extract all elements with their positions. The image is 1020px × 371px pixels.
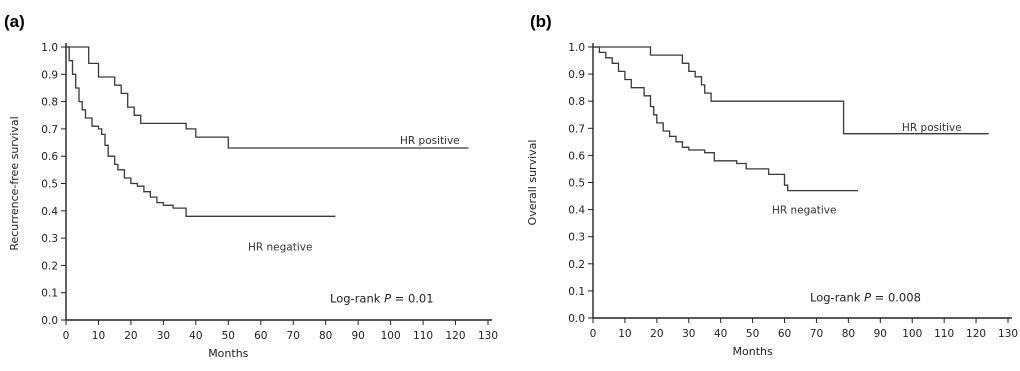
x-tick-label: 80 [842, 328, 855, 340]
x-tick-label: 90 [351, 330, 364, 342]
x-tick-label: 130 [478, 330, 498, 342]
y-tick-label: 0.4 [568, 205, 585, 217]
y-tick-label: 0.3 [41, 233, 58, 245]
y-tick-label: 0.8 [41, 97, 58, 109]
x-tick-label: 120 [446, 330, 466, 342]
x-tick-label: 130 [998, 328, 1018, 340]
x-tick-label: 60 [778, 328, 791, 340]
series-label-hr-positive: HR positive [902, 122, 962, 134]
x-axis-title: Months [733, 345, 773, 358]
km-chart-overall-survival: (b) 0.0 0.1 0.2 0.3 0.4 0.5 0.6 0.7 0.8 0.9 1.0 0 10 2… [526, 12, 1018, 358]
y-tick-label: 0.3 [568, 232, 585, 244]
y-tick-label: 0.2 [41, 260, 58, 272]
x-tick-label: 10 [618, 328, 631, 340]
x-tick-label: 30 [157, 330, 170, 342]
x-tick-label: 100 [381, 330, 401, 342]
y-tick-label: 0.5 [41, 179, 58, 191]
log-rank-annotation: Log-rank P = 0.008 [810, 291, 921, 305]
x-tick-label: 0 [63, 330, 70, 342]
chart-panel-b: (b) 0.0 0.1 0.2 0.3 0.4 0.5 0.6 0.7 0.8 0.9 1.0 0 10 2… [510, 0, 1020, 371]
x-tick-label: 70 [287, 330, 300, 342]
x-tick-label: 40 [714, 328, 727, 340]
x-tick-label: 110 [413, 330, 433, 342]
y-axis-title: Recurrence-free survival [8, 116, 21, 250]
y-tick-label: 1.0 [568, 42, 585, 54]
y-tick-label: 0.1 [41, 288, 58, 300]
x-tick-label: 70 [810, 328, 823, 340]
series-label-hr-negative: HR negative [248, 241, 312, 253]
x-tick-label: 80 [319, 330, 332, 342]
series-label-hr-negative: HR negative [772, 205, 836, 217]
chart-panel-a: (a) 0.0 0.1 0.2 0.3 0.4 0.5 0.6 0.7 0.8 0.9 1.0 0 10 2… [4, 12, 498, 360]
x-tick-label: 50 [746, 328, 759, 340]
x-tick-label: 10 [92, 330, 105, 342]
x-tick-label: 50 [222, 330, 235, 342]
survival-curve-hr-negative [593, 46, 858, 192]
x-tick-label: 90 [874, 328, 887, 340]
y-tick-label: 0.7 [568, 123, 585, 135]
y-tick-label: 1.0 [41, 42, 58, 54]
y-tick-label: 0.0 [41, 315, 58, 327]
series-label-hr-positive: HR positive [400, 135, 460, 147]
x-tick-label: 120 [966, 328, 986, 340]
survival-curve-hr-positive [66, 46, 469, 149]
y-tick-label: 0.9 [41, 69, 58, 81]
x-tick-label: 40 [189, 330, 202, 342]
x-tick-label: 30 [682, 328, 695, 340]
survival-curve-hr-positive [593, 46, 989, 135]
panel-label: (b) [530, 12, 552, 31]
y-tick-label: 0.5 [568, 178, 585, 190]
y-tick-label: 0.1 [568, 286, 585, 298]
survival-curve-hr-negative [66, 46, 336, 217]
y-axis-title: Overall survival [526, 140, 539, 226]
y-tick-label: 0.9 [568, 69, 585, 81]
x-tick-label: 60 [254, 330, 267, 342]
y-tick-label: 0.2 [568, 259, 585, 271]
y-tick-label: 0.4 [41, 206, 58, 218]
x-tick-label: 0 [590, 328, 597, 340]
km-chart-recurrence-free: (a) 0.0 0.1 0.2 0.3 0.4 0.5 0.6 0.7 0.8 0.9 1.0 0 10 2… [4, 12, 498, 360]
panel-label: (a) [4, 12, 25, 31]
y-tick-label: 0.6 [41, 151, 58, 163]
y-tick-label: 0.7 [41, 124, 58, 136]
x-axis-title: Months [208, 347, 248, 360]
x-tick-label: 20 [124, 330, 137, 342]
x-tick-label: 110 [934, 328, 954, 340]
log-rank-annotation: Log-rank P = 0.01 [330, 291, 434, 305]
x-tick-label: 20 [650, 328, 663, 340]
y-tick-label: 0.0 [568, 313, 585, 325]
y-tick-label: 0.6 [568, 150, 585, 162]
x-tick-label: 100 [902, 328, 922, 340]
y-tick-label: 0.8 [568, 96, 585, 108]
